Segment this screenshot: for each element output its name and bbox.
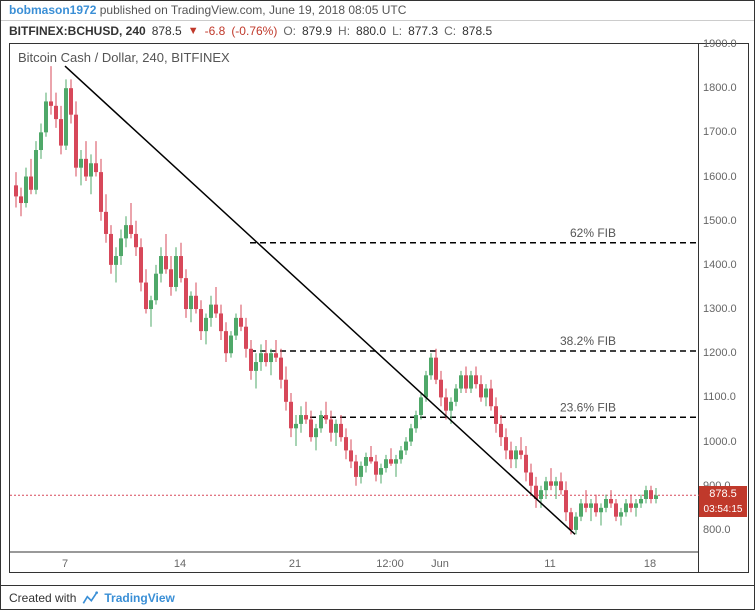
chart-canvas: 62% FIB 38.2% FIB 23.6% FIB 7 14 21 12:00 Jun 11… [10,44,700,574]
symbol-text: BITFINEX:BCHUSD, 240 [9,24,146,38]
svg-text:38.2% FIB: 38.2% FIB [560,334,616,348]
brand-text: TradingView [104,591,174,605]
chart-area[interactable]: Bitcoin Cash / Dollar, 240, BITFINEX 62%… [9,43,699,573]
svg-text:7: 7 [62,558,68,570]
l-label: L: [392,24,402,38]
h-label: H: [338,24,350,38]
c-label: C: [444,24,456,38]
last-price: 878.5 [152,24,182,38]
author-name: bobmason1972 [9,3,96,17]
svg-text:18: 18 [644,558,656,570]
svg-text:11: 11 [544,558,555,570]
h-value: 880.0 [356,24,386,38]
c-value: 878.5 [462,24,492,38]
publish-header: bobmason1972 published on TradingView.co… [1,1,754,21]
info-bar: BITFINEX:BCHUSD, 240 878.5 ▼ -6.8 (-0.76… [1,21,754,41]
o-value: 879.9 [302,24,332,38]
o-label: O: [283,24,296,38]
publish-text: published on TradingView.com, June 19, 2… [100,3,407,17]
created-with-text: Created with [9,591,76,605]
chart-container: bobmason1972 published on TradingView.co… [0,0,755,610]
svg-text:Jun: Jun [431,558,449,570]
change-pct: (-0.76%) [231,24,277,38]
price-tag: 878.5 [699,486,747,502]
countdown-tag: 03:54:15 [699,502,747,517]
footer: Created with TradingView [1,585,754,609]
l-value: 877.3 [408,24,438,38]
svg-text:21: 21 [289,558,301,570]
svg-text:12:00: 12:00 [376,558,404,570]
down-arrow-icon: ▼ [188,25,199,37]
change-value: -6.8 [205,24,226,38]
svg-text:23.6% FIB: 23.6% FIB [560,400,616,414]
svg-text:14: 14 [174,558,186,570]
svg-text:62% FIB: 62% FIB [570,226,616,240]
tradingview-logo-icon [82,591,98,605]
